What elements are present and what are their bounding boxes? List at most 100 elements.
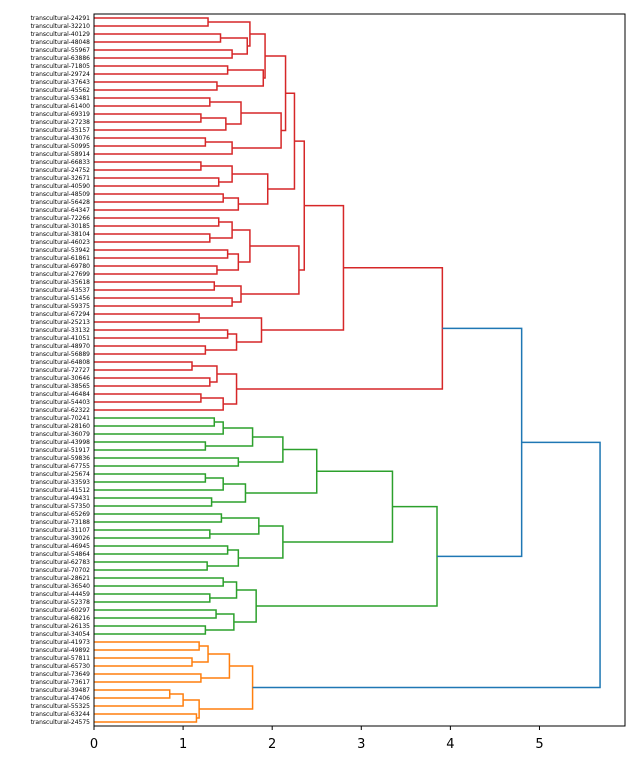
leaf-label: transcultural-53942 <box>31 247 91 254</box>
dendrogram-link <box>94 593 211 603</box>
leaf-label: transcultural-34054 <box>31 631 91 638</box>
leaf-label: transcultural-54403 <box>31 399 91 406</box>
leaf-label: transcultural-68216 <box>31 615 91 622</box>
dendrogram-link <box>94 397 224 411</box>
leaf-label: transcultural-55325 <box>31 703 91 710</box>
leaf-label: transcultural-62322 <box>31 407 91 414</box>
leaf-label: transcultural-27699 <box>31 271 91 278</box>
leaf-label: transcultural-73188 <box>31 519 91 526</box>
leaf-label: transcultural-51917 <box>31 447 91 454</box>
leaf-label: transcultural-66833 <box>31 159 91 166</box>
dendrogram-link <box>94 81 218 91</box>
dendrogram-link <box>94 33 222 43</box>
dendrogram-link <box>232 229 251 263</box>
dendrogram-link <box>94 141 233 155</box>
dendrogram-link <box>205 427 254 447</box>
dendrogram-link <box>94 577 224 587</box>
leaf-label: transcultural-41512 <box>31 487 91 494</box>
leaf-label: transcultural-35618 <box>31 279 91 286</box>
leaf-label: transcultural-72266 <box>31 215 91 222</box>
leaf-label: transcultural-57811 <box>31 655 91 662</box>
dendrogram-link <box>94 421 224 435</box>
leaf-label: transcultural-51456 <box>31 295 91 302</box>
dendrogram-link <box>94 49 233 59</box>
leaf-label: transcultural-24752 <box>31 167 91 174</box>
dendrogram-link-top <box>437 327 523 558</box>
dendrogram-link <box>94 329 229 339</box>
dendrogram-link <box>94 65 229 75</box>
leaf-label: transcultural-39026 <box>31 535 91 542</box>
dendrogram-link <box>94 345 207 355</box>
dendrogram-link <box>94 249 229 259</box>
x-tick-label: 3 <box>357 737 365 752</box>
dendrogram-link <box>207 549 240 567</box>
leaf-label: transcultural-32671 <box>31 175 91 182</box>
dendrogram-link <box>94 657 193 667</box>
leaf-label: transcultural-56428 <box>31 199 91 206</box>
dendrogram-link <box>238 436 284 463</box>
dendrogram-link <box>200 165 233 183</box>
dendrogram-link <box>94 529 211 539</box>
leaf-label: transcultural-26135 <box>31 623 91 630</box>
leaf-label: transcultural-27238 <box>31 119 91 126</box>
dendrogram-link <box>94 713 198 723</box>
leaf-label: transcultural-65730 <box>31 663 91 670</box>
leaf-label: transcultural-28160 <box>31 423 91 430</box>
leaf-label: transcultural-71805 <box>31 63 91 70</box>
leaf-label: transcultural-24291 <box>31 15 91 22</box>
leaf-label: transcultural-43076 <box>31 135 91 142</box>
leaf-label: transcultural-46023 <box>31 239 91 246</box>
leaf-label: transcultural-46945 <box>31 543 91 550</box>
leaf-label: transcultural-33593 <box>31 479 91 486</box>
dendrogram-link <box>94 313 200 323</box>
dendrogram-link <box>94 561 208 571</box>
leaf-label: transcultural-35157 <box>31 127 91 134</box>
dendrogram-link <box>94 377 211 387</box>
leaf-label: transcultural-46484 <box>31 391 91 398</box>
leaf-label: transcultural-61400 <box>31 103 91 110</box>
leaf-label: transcultural-69780 <box>31 263 91 270</box>
leaf-label: transcultural-32210 <box>31 23 91 30</box>
dendrogram-link <box>236 267 444 390</box>
dendrogram-link <box>214 285 242 303</box>
leaf-label: transcultural-54864 <box>31 551 91 558</box>
leaf-label: transcultural-57350 <box>31 503 91 510</box>
leaf-label: transcultural-60297 <box>31 607 91 614</box>
leaf-label: transcultural-48970 <box>31 343 91 350</box>
dendrogram-link <box>94 393 202 403</box>
dendrogram-link <box>94 673 202 683</box>
leaf-label: transcultural-45562 <box>31 87 91 94</box>
dendrogram-link <box>94 417 216 427</box>
dendrogram-link <box>94 545 229 555</box>
leaf-label: transcultural-31107 <box>31 527 91 534</box>
leaf-label: transcultural-30646 <box>31 375 91 382</box>
dendrogram-link <box>94 689 171 699</box>
leaf-label: transcultural-73617 <box>31 679 91 686</box>
leaf-label: transcultural-25213 <box>31 319 91 326</box>
dendrogram-link <box>94 281 216 291</box>
dendrogram-link <box>232 112 282 149</box>
leaf-label: transcultural-47406 <box>31 695 91 702</box>
leaf-label: transcultural-56889 <box>31 351 91 358</box>
dendrogram-link <box>94 233 211 243</box>
leaf-label: transcultural-24575 <box>31 719 91 726</box>
leaf-label: transcultural-25674 <box>31 471 91 478</box>
leaf-label: transcultural-70702 <box>31 567 91 574</box>
x-axis: 0 1 2 3 4 5 <box>90 726 544 752</box>
leaf-labels: transcultural-24291transcultural-32210tr… <box>31 15 91 726</box>
dendrogram-links <box>94 17 601 723</box>
leaf-label: transcultural-59836 <box>31 455 91 462</box>
leaf-label: transcultural-36540 <box>31 583 91 590</box>
dendrogram-link <box>94 457 240 467</box>
leaf-label: transcultural-29724 <box>31 71 91 78</box>
dendrogram-link <box>216 373 238 405</box>
dendrogram-link <box>94 117 227 131</box>
leaf-label: transcultural-40129 <box>31 31 91 38</box>
dendrogram-link <box>94 177 220 187</box>
x-tick-label: 5 <box>535 737 543 752</box>
leaf-label: transcultural-58914 <box>31 151 91 158</box>
leaf-label: transcultural-63886 <box>31 55 91 62</box>
leaf-label: transcultural-48048 <box>31 39 91 46</box>
dendrogram-link <box>94 297 233 307</box>
